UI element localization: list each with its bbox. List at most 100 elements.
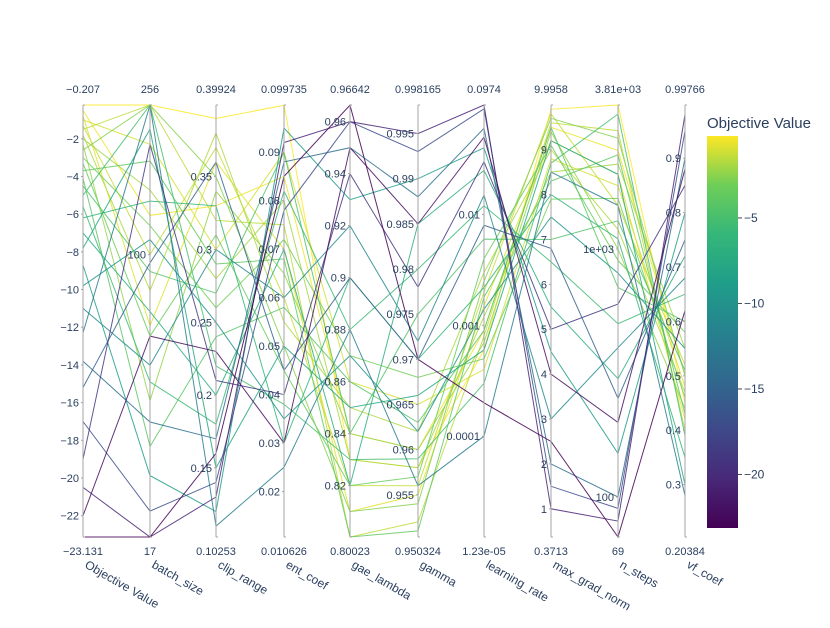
- axis-tick-label: 0.92: [325, 221, 346, 233]
- axis-tick-label: −10: [60, 285, 79, 297]
- trial-line: [82, 107, 686, 512]
- trial-line: [82, 103, 686, 461]
- axis-tick-label: 1: [541, 504, 547, 516]
- axis-tick-label: 0.35: [191, 172, 212, 184]
- trial-line: [82, 104, 686, 513]
- colorbar-tick-label: −10: [744, 296, 765, 310]
- axis-tick-label: 0.7: [666, 262, 681, 274]
- axis-tick-label: 0.99: [393, 174, 414, 186]
- axis-tick-label: 0.25: [191, 317, 212, 329]
- axis-tick-label: 0.995: [386, 129, 414, 141]
- axis-tick-label: 0.06: [259, 293, 280, 305]
- axis-tick-label: 0.05: [259, 341, 280, 353]
- trial-line: [82, 127, 686, 485]
- axis-title: batch_size: [150, 557, 207, 598]
- trial-line: [82, 193, 686, 420]
- axis-tick-label: −16: [60, 398, 79, 410]
- axis-max-label: 3.81e+03: [595, 84, 641, 96]
- axis-title: vf_coef: [685, 557, 726, 589]
- axis-tick-label: 0.001: [452, 320, 480, 332]
- axis-tick-label: −2: [66, 134, 79, 146]
- axis-min-label: 69: [612, 546, 624, 558]
- axis-tick-label: 0.86: [325, 377, 346, 389]
- axis-tick-label: 0.98: [393, 264, 414, 276]
- axis-max-label: 9.9958: [534, 84, 568, 96]
- axis-tick-label: 0.04: [259, 390, 280, 402]
- trial-line: [82, 104, 686, 538]
- axis-tick-label: 0.4: [666, 425, 681, 437]
- trial-line: [83, 104, 686, 469]
- axis-tick-label: 0.0001: [446, 431, 480, 443]
- axis-min-label: 0.20384: [665, 546, 705, 558]
- trial-line: [82, 110, 686, 451]
- axis-min-label: 0.3713: [534, 546, 568, 558]
- trial-line: [82, 150, 686, 435]
- axis-tick-label: 0.96: [325, 117, 346, 129]
- axis-title: Objective Value: [83, 557, 162, 611]
- trial-line: [82, 112, 686, 487]
- trial-line: [83, 104, 686, 539]
- axis-tick-label: 0.03: [259, 438, 280, 450]
- axis-tick-label: 0.2: [197, 390, 212, 402]
- axis-max-label: 0.0974: [467, 84, 501, 96]
- axis-title: gamma: [418, 557, 460, 589]
- axis-tick-label: 0.94: [325, 169, 346, 181]
- axis-max-label: 0.998165: [395, 84, 441, 96]
- axis-min-label: −23.131: [63, 546, 103, 558]
- axis-tick-label: 5: [541, 324, 547, 336]
- axis-tick-label: 0.6: [666, 316, 681, 328]
- axis-tick-label: 0.88: [325, 325, 346, 337]
- axis-tick-label: 3: [541, 414, 547, 426]
- trial-line: [82, 104, 686, 528]
- axis-tick-label: 0.965: [386, 399, 414, 411]
- trial-line: [82, 104, 686, 538]
- axis-tick-label: 0.84: [325, 429, 346, 441]
- axis-tick-label: 100: [596, 492, 614, 504]
- axis-tick-label: −20: [60, 473, 79, 485]
- axis-gamma[interactable]: 0.955 0.96 0.965 0.97 0.975 0.98 0.985 0.99 0.99…: [386, 84, 459, 590]
- axis-tick-label: 0.9: [331, 273, 346, 285]
- trial-line: [82, 160, 686, 400]
- axis-vf_coef[interactable]: 0.3 0.4 0.5 0.6 0.7 0.8 0.9 0.99766 0.20384vf_co…: [665, 84, 725, 589]
- axis-tick-label: 0.09: [259, 147, 280, 159]
- trial-lines: [82, 103, 686, 539]
- axis-tick-label: 4: [541, 369, 547, 381]
- axis-tick-label: 0.02: [259, 487, 280, 499]
- trial-line: [82, 127, 686, 498]
- colorbar-tick-label: −20: [744, 467, 765, 481]
- axis-tick-label: 1e+03: [583, 244, 614, 256]
- colorbar-tick-label: −15: [744, 382, 765, 396]
- trial-line: [82, 126, 686, 513]
- axis-min-label: 0.80023: [330, 546, 370, 558]
- axis-title: gae_lambda: [350, 557, 414, 602]
- axis-tick-label: 7: [541, 234, 547, 246]
- axis-tick-label: 0.985: [386, 219, 414, 231]
- axis-tick-label: 0.15: [191, 463, 212, 475]
- trial-line: [82, 116, 686, 513]
- axis-tick-label: −22: [60, 511, 79, 523]
- axis-objective-value[interactable]: −2 −4 −6 −8 −10 −12 −14 −16 −18 −20 −22 −0.207 −23.1…: [60, 84, 161, 611]
- trial-line: [82, 144, 686, 487]
- axis-tick-label: 0.96: [393, 445, 414, 457]
- trial-line: [82, 216, 686, 433]
- trial-line: [82, 189, 686, 425]
- axis-tick-label: 0.97: [393, 354, 414, 366]
- axis-tick-label: −18: [60, 435, 79, 447]
- axis-title: learning_rate: [484, 557, 552, 604]
- axis-tick-label: 0.9: [666, 153, 681, 165]
- axis-min-label: 1.23e-05: [462, 546, 505, 558]
- axis-tick-label: −12: [60, 322, 79, 334]
- axis-learning_rate[interactable]: 0.0001 0.001 0.01 0.0974 1.23e-05learning_ra…: [446, 84, 551, 605]
- axis-max-label: 0.099735: [261, 84, 307, 96]
- axis-tick-label: 2: [541, 459, 547, 471]
- axis-tick-label: 100: [128, 250, 146, 262]
- axis-tick-label: −6: [66, 209, 79, 221]
- axis-title: clip_range: [216, 557, 271, 597]
- axis-min-label: 0.10253: [196, 546, 236, 558]
- colorbar-tick-label: −5: [744, 211, 758, 225]
- axis-tick-label: 0.5: [666, 371, 681, 383]
- axis-min-label: 0.950324: [395, 546, 441, 558]
